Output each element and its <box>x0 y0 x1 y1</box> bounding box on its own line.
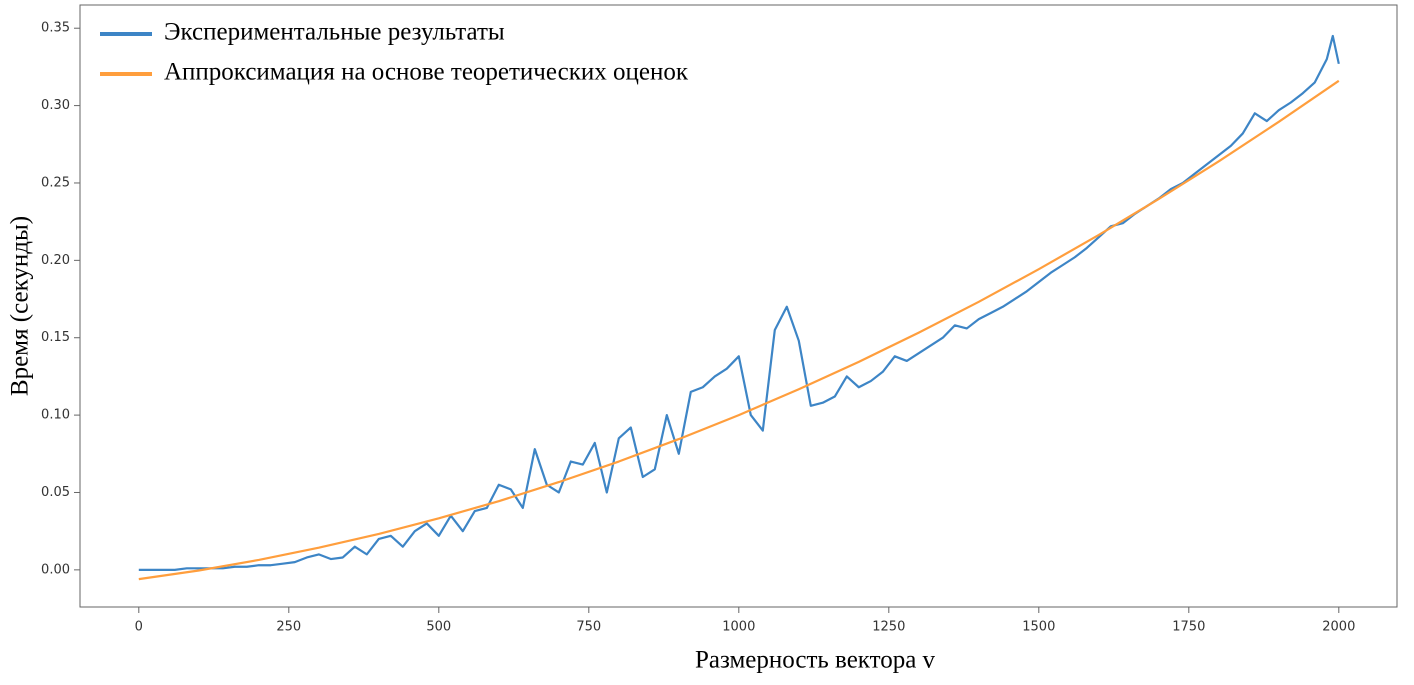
plot-frame <box>79 4 1398 608</box>
y-tick-label: 0.20 <box>41 253 70 268</box>
data-line <box>138 79 1340 581</box>
y-axis-label: Время (секунды) <box>7 216 34 396</box>
y-tick-label: 0.00 <box>41 562 70 577</box>
legend-label: Аппроксимация на основе теоретических оц… <box>164 59 689 86</box>
y-tick-label: 0.35 <box>41 21 70 36</box>
y-tick-label: 0.25 <box>41 175 70 190</box>
x-tick-label: 1750 <box>1172 620 1205 635</box>
x-tick-label: 500 <box>426 620 451 635</box>
x-tick-label: 250 <box>276 620 301 635</box>
x-tick-label: 750 <box>576 620 601 635</box>
y-tick-label: 0.30 <box>41 98 70 113</box>
y-tick-label: 0.10 <box>41 408 70 423</box>
legend-label: Экспериментальные результаты <box>164 19 505 46</box>
x-tick-label: 1500 <box>1022 620 1055 635</box>
data-line <box>138 34 1340 571</box>
x-axis-label: Размерность вектора v <box>695 647 936 674</box>
y-tick-label: 0.15 <box>41 330 70 345</box>
x-tick-label: 2000 <box>1322 620 1355 635</box>
x-tick-label: 0 <box>135 620 143 635</box>
x-tick-label: 1250 <box>872 620 905 635</box>
y-tick-label: 0.05 <box>41 485 70 500</box>
x-tick-label: 1000 <box>722 620 755 635</box>
